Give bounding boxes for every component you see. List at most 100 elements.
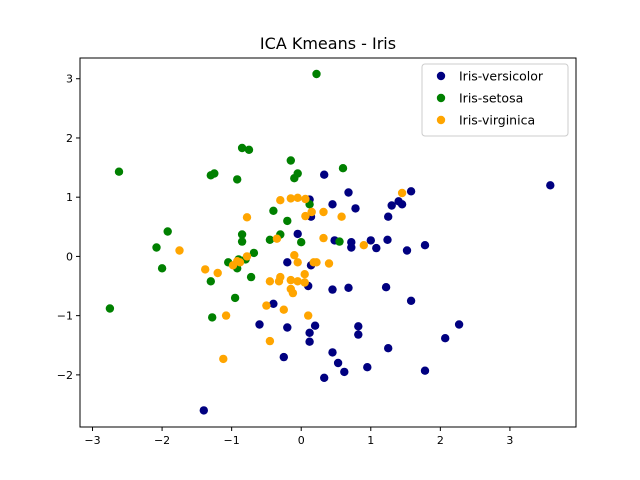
points-layer — [105, 69, 555, 415]
point-iris-setosa-25 — [283, 216, 292, 226]
point-iris-virginica-35 — [324, 259, 334, 268]
point-iris-versicolor-5 — [420, 241, 430, 250]
point-iris-versicolor-41 — [293, 229, 302, 239]
point-iris-virginica-13 — [175, 246, 184, 255]
point-iris-versicolor-34 — [310, 321, 320, 330]
point-iris-versicolor-2 — [454, 320, 464, 329]
point-iris-virginica-17 — [228, 261, 238, 270]
point-iris-setosa-31 — [338, 164, 348, 173]
point-iris-versicolor-32 — [320, 170, 329, 179]
x-tick-label: 0 — [298, 434, 305, 447]
point-iris-virginica-39 — [300, 270, 309, 279]
point-iris-setosa-0 — [312, 69, 321, 79]
point-iris-setosa-32 — [335, 237, 344, 246]
point-iris-setosa-7 — [210, 169, 219, 178]
point-iris-virginica-29 — [288, 288, 298, 298]
point-iris-virginica-14 — [242, 252, 252, 261]
point-iris-versicolor-23 — [347, 238, 356, 247]
point-iris-setosa-4 — [157, 264, 167, 273]
point-iris-versicolor-1 — [199, 406, 208, 415]
point-iris-setosa-23 — [269, 206, 278, 215]
point-iris-setosa-21 — [249, 248, 259, 258]
point-iris-versicolor-33 — [320, 373, 329, 382]
point-iris-versicolor-21 — [351, 204, 360, 213]
point-iris-versicolor-3 — [441, 334, 450, 343]
point-iris-setosa-2 — [105, 304, 115, 313]
point-iris-setosa-20 — [246, 272, 256, 282]
point-iris-setosa-11 — [230, 293, 240, 303]
legend-marker — [436, 93, 446, 103]
point-iris-virginica-21 — [286, 275, 295, 285]
point-iris-versicolor-20 — [354, 330, 363, 339]
point-iris-versicolor-0 — [546, 181, 555, 190]
point-iris-virginica-5 — [307, 207, 316, 217]
point-iris-versicolor-6 — [406, 187, 416, 196]
point-iris-versicolor-31 — [328, 348, 337, 357]
point-iris-versicolor-8 — [402, 246, 412, 255]
point-iris-setosa-15 — [237, 143, 247, 153]
point-iris-versicolor-43 — [283, 323, 292, 332]
point-iris-virginica-23 — [274, 277, 284, 286]
point-iris-versicolor-24 — [344, 188, 353, 197]
point-iris-versicolor-14 — [381, 283, 391, 292]
legend-label: Iris-versicolor — [459, 69, 544, 84]
point-iris-setosa-18 — [237, 237, 247, 246]
y-tick-label: 1 — [66, 191, 73, 204]
point-iris-virginica-26 — [265, 336, 275, 346]
point-iris-virginica-19 — [201, 265, 210, 274]
point-iris-setosa-8 — [206, 277, 215, 286]
chart-title: ICA Kmeans - Iris — [260, 34, 396, 53]
point-iris-virginica-24 — [265, 277, 275, 286]
point-iris-setosa-9 — [208, 313, 217, 322]
legend: Iris-versicolor Iris-setosa Iris-virginica — [421, 63, 569, 137]
point-iris-virginica-10 — [276, 196, 285, 205]
plot-area-frame — [79, 57, 577, 428]
y-tick-label: 3 — [66, 73, 73, 86]
point-iris-setosa-29 — [297, 238, 306, 247]
point-iris-virginica-6 — [301, 194, 310, 204]
point-iris-virginica-18 — [213, 268, 222, 278]
point-iris-virginica-3 — [319, 207, 328, 217]
point-iris-virginica-36 — [221, 311, 231, 320]
ticks-layer: −3 −2 −1 0 1 2 3 −2 −1 0 1 2 3 — [57, 73, 514, 447]
x-tick-label: −2 — [154, 434, 170, 447]
point-iris-versicolor-45 — [269, 299, 278, 308]
y-tick-label: −2 — [57, 369, 73, 382]
point-iris-virginica-2 — [337, 212, 346, 221]
legend-label: Iris-setosa — [459, 91, 523, 106]
point-iris-virginica-38 — [290, 251, 299, 260]
point-iris-setosa-5 — [163, 227, 172, 236]
point-iris-versicolor-17 — [366, 236, 375, 245]
point-iris-versicolor-35 — [305, 328, 314, 337]
point-iris-virginica-25 — [262, 301, 271, 310]
point-iris-versicolor-44 — [279, 352, 288, 362]
point-iris-versicolor-36 — [305, 337, 314, 346]
point-iris-virginica-20 — [293, 258, 302, 267]
point-iris-versicolor-42 — [283, 258, 292, 267]
point-iris-virginica-27 — [279, 305, 288, 314]
point-iris-versicolor-13 — [383, 235, 392, 244]
legend-label: Iris-virginica — [459, 113, 535, 128]
point-iris-versicolor-30 — [328, 285, 337, 294]
x-tick-label: 3 — [506, 434, 513, 447]
point-iris-virginica-37 — [219, 354, 228, 364]
point-iris-setosa-16 — [244, 145, 254, 154]
x-tick-label: −1 — [224, 434, 240, 447]
point-iris-versicolor-15 — [384, 344, 393, 353]
y-tick-label: −1 — [57, 310, 73, 323]
legend-frame — [421, 63, 569, 137]
point-iris-setosa-12 — [233, 175, 242, 184]
point-iris-versicolor-19 — [354, 322, 363, 331]
point-iris-virginica-9 — [286, 194, 295, 203]
point-iris-virginica-11 — [272, 234, 282, 243]
point-iris-versicolor-18 — [363, 363, 372, 372]
point-iris-setosa-22 — [265, 235, 275, 244]
point-iris-virginica-7 — [301, 211, 310, 221]
legend-marker — [436, 71, 446, 81]
point-iris-versicolor-25 — [344, 283, 353, 292]
point-iris-virginica-1 — [359, 241, 368, 250]
point-iris-virginica-32 — [304, 311, 313, 320]
point-iris-virginica-31 — [300, 278, 309, 287]
x-tick-label: 1 — [367, 434, 374, 447]
